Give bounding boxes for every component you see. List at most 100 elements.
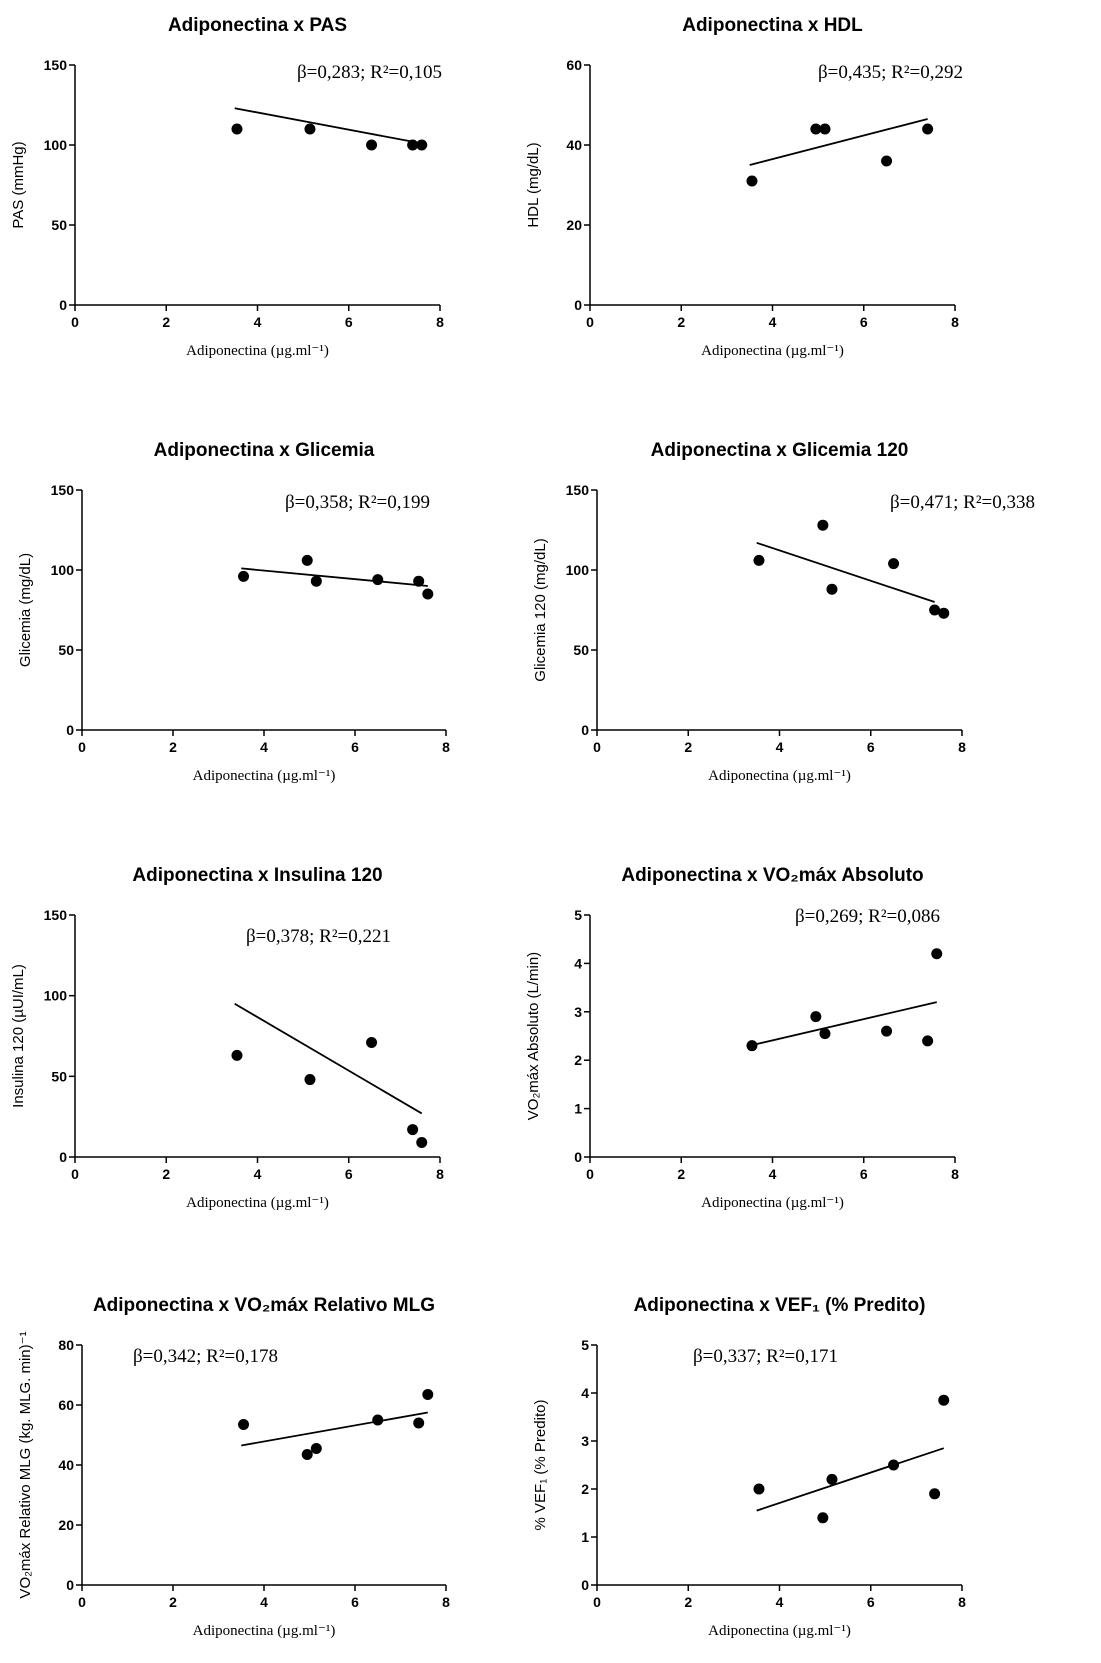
- y-tick-label: 0: [59, 297, 67, 313]
- y-tick-label: 3: [574, 1004, 582, 1020]
- y-tick-label: 20: [58, 1517, 74, 1533]
- data-point: [810, 123, 822, 135]
- x-tick-label: 2: [684, 739, 692, 755]
- chart-panel: Adiponectina x PAS 0 50 100 150 0 2 4 6 8 Adiponec…: [10, 15, 444, 359]
- x-tick-label: 2: [169, 1594, 177, 1610]
- data-point: [304, 123, 316, 135]
- x-tick-label: 2: [162, 1166, 170, 1182]
- data-point: [826, 583, 838, 595]
- y-tick-label: 1: [574, 1101, 582, 1117]
- x-tick-label: 4: [254, 314, 262, 330]
- data-point: [929, 604, 941, 616]
- x-tick-label: 0: [593, 1594, 601, 1610]
- y-axis-title: % VEF₁ (% Predito): [532, 1400, 549, 1531]
- data-point: [372, 1414, 384, 1426]
- data-point: [888, 558, 900, 570]
- data-point: [881, 155, 893, 167]
- chart-title: Adiponectina x Glicemia: [154, 440, 375, 461]
- data-point: [922, 123, 934, 135]
- data-point: [304, 1074, 316, 1086]
- y-tick-label: 0: [66, 722, 74, 738]
- data-point: [366, 139, 378, 151]
- x-tick-label: 6: [860, 1166, 868, 1182]
- y-tick-label: 100: [566, 562, 590, 578]
- y-axis-title: Glicemia (mg/dL): [17, 553, 34, 667]
- y-tick-label: 150: [44, 907, 68, 923]
- x-tick-label: 6: [867, 739, 875, 755]
- x-tick-label: 0: [71, 1166, 79, 1182]
- x-tick-label: 6: [351, 739, 359, 755]
- x-tick-label: 2: [169, 739, 177, 755]
- data-point: [819, 1028, 831, 1040]
- regression-annotation: β=0,358; R²=0,199: [285, 492, 430, 513]
- x-tick-label: 8: [951, 314, 959, 330]
- y-tick-label: 40: [58, 1457, 74, 1473]
- chart-panel: Adiponectina x VO₂máx Relativo MLG020406…: [17, 1295, 450, 1639]
- data-point: [826, 1473, 838, 1485]
- data-point: [238, 1419, 250, 1430]
- data-point: [413, 1417, 425, 1429]
- x-axis-title: Adiponectina (µg.ml⁻¹): [193, 1623, 336, 1639]
- x-tick-label: 4: [769, 314, 777, 330]
- data-point: [746, 175, 758, 187]
- regression-annotation: β=0,435; R²=0,292: [818, 62, 963, 83]
- x-tick-label: 4: [254, 1166, 262, 1182]
- regression-line: [749, 1001, 937, 1047]
- chart-title: Adiponectina x PAS: [168, 15, 347, 36]
- x-tick-label: 2: [677, 314, 685, 330]
- x-tick-label: 6: [345, 1166, 353, 1182]
- y-tick-label: 1: [581, 1529, 589, 1545]
- y-axis-title: PAS (mmHg): [10, 141, 27, 228]
- regression-line: [241, 1411, 428, 1447]
- data-point: [422, 588, 434, 600]
- x-tick-label: 2: [677, 1166, 685, 1182]
- y-tick-label: 0: [574, 1149, 582, 1165]
- y-tick-label: 60: [566, 57, 582, 73]
- y-tick-label: 100: [51, 562, 75, 578]
- regression-line: [241, 567, 428, 587]
- chart-title: Adiponectina x VO₂máx Absoluto: [621, 865, 923, 886]
- regression-annotation: β=0,283; R²=0,105: [297, 62, 442, 83]
- data-point: [746, 1040, 758, 1052]
- chart-panel: Adiponectina x Glicemia 0 50 100 150 0 2 4 6 8 Adi…: [17, 440, 450, 784]
- data-point: [888, 1459, 900, 1471]
- x-tick-label: 4: [769, 1166, 777, 1182]
- x-tick-label: 6: [867, 1594, 875, 1610]
- x-tick-label: 8: [436, 314, 444, 330]
- regression-line: [234, 1002, 423, 1115]
- y-tick-label: 0: [59, 1149, 67, 1165]
- chart-panel: Adiponectina x HDL 0 20 40 60 0 2 4 6 8 Adiponecti…: [525, 15, 963, 359]
- y-tick-label: 50: [51, 217, 67, 233]
- y-tick-label: 2: [581, 1481, 589, 1497]
- data-point: [819, 123, 831, 135]
- data-point: [372, 574, 384, 586]
- y-tick-label: 150: [566, 482, 590, 498]
- data-point: [407, 1124, 419, 1136]
- x-axis-title: Adiponectina (µg.ml⁻¹): [701, 1195, 844, 1211]
- x-tick-label: 6: [345, 314, 353, 330]
- regression-line: [234, 107, 422, 145]
- x-axis-title: Adiponectina (µg.ml⁻¹): [701, 343, 844, 359]
- data-point: [413, 575, 425, 587]
- regression-annotation: β=0,269; R²=0,086: [795, 906, 940, 927]
- x-tick-label: 8: [951, 1166, 959, 1182]
- x-tick-label: 2: [684, 1594, 692, 1610]
- y-tick-label: 3: [581, 1433, 589, 1449]
- x-tick-label: 8: [442, 1594, 450, 1610]
- data-point: [931, 948, 943, 960]
- y-tick-label: 0: [574, 297, 582, 313]
- data-point: [922, 1035, 934, 1047]
- chart-panel: Adiponectina x VEF₁ (% Predito) 0 1 2 3 4 5 0 2 4…: [532, 1295, 966, 1639]
- x-axis-title: Adiponectina (µg.ml⁻¹): [186, 343, 329, 359]
- y-tick-label: 5: [581, 1337, 589, 1353]
- y-axis-title: Glicemia 120 (mg/dL): [532, 538, 549, 681]
- y-tick-label: 5: [574, 907, 582, 923]
- data-point: [810, 1011, 822, 1023]
- chart-panel: Adiponectina x Insulina 120 0 50 100 150 0 2 4 6…: [10, 865, 444, 1211]
- data-point: [238, 570, 250, 582]
- y-tick-label: 0: [66, 1577, 74, 1593]
- data-point: [310, 1443, 322, 1454]
- y-tick-label: 100: [44, 137, 68, 153]
- data-point: [929, 1488, 941, 1500]
- x-tick-label: 0: [71, 314, 79, 330]
